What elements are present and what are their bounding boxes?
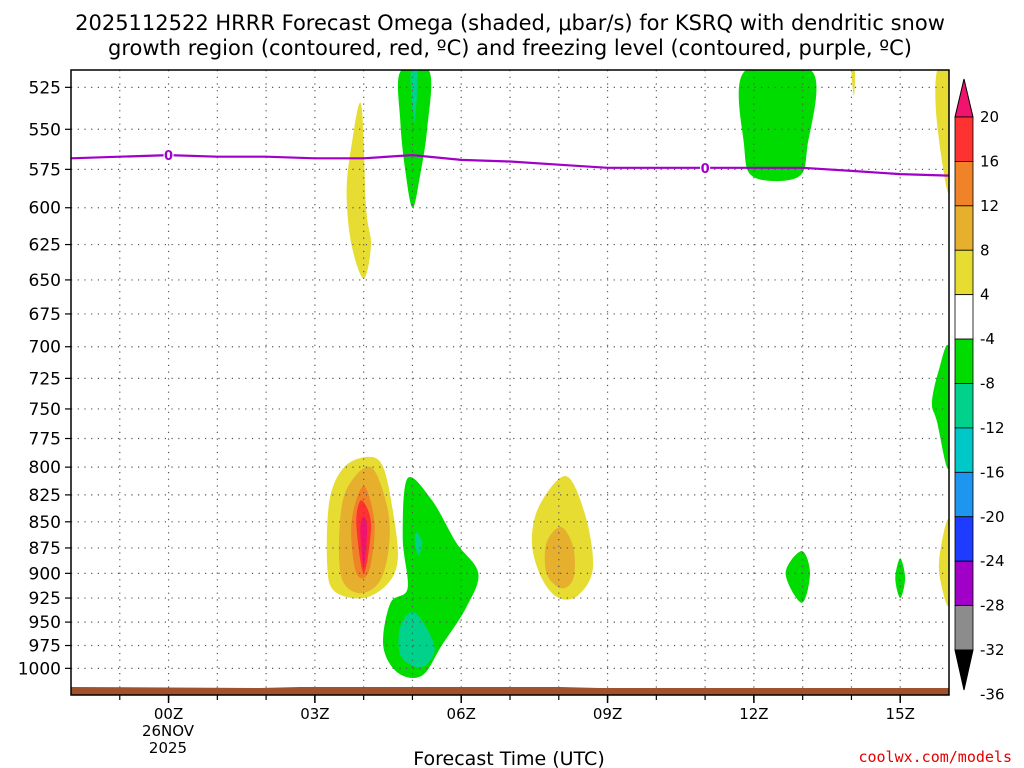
colorbar-segment bbox=[954, 516, 974, 562]
freezing-level-layer: 00 bbox=[71, 148, 949, 177]
colorbar-segment bbox=[954, 383, 974, 429]
colorbar-label: -28 bbox=[980, 597, 1005, 615]
y-tick-label: 700 bbox=[29, 338, 61, 358]
colorbar-segment bbox=[954, 294, 974, 340]
y-tick-label: 875 bbox=[29, 539, 61, 559]
y-tick-label: 725 bbox=[29, 369, 61, 389]
freezing-label-bg bbox=[163, 148, 174, 163]
omega-teal-lower-05z bbox=[398, 612, 435, 668]
x-tick-label: 00Z bbox=[154, 705, 183, 723]
colorbar-segment bbox=[954, 605, 974, 651]
colorbar-top-arrow bbox=[954, 78, 974, 118]
omega-yellow-upper-04z bbox=[346, 102, 372, 279]
surface-band bbox=[71, 687, 949, 695]
colorbar-segment bbox=[954, 560, 974, 606]
omega-shading-layer bbox=[326, 70, 949, 678]
credit-text: coolwx.com/models bbox=[858, 748, 1012, 766]
colorbar-label: -20 bbox=[980, 508, 1005, 526]
y-tick-label: 625 bbox=[29, 236, 61, 256]
y-tick-label: 525 bbox=[29, 78, 61, 98]
omega-green-13z bbox=[785, 551, 810, 603]
y-tick-label: 925 bbox=[29, 589, 61, 609]
colorbar-segment bbox=[954, 471, 974, 518]
colorbar-label: -32 bbox=[980, 641, 1005, 659]
colorbar-segment bbox=[954, 116, 974, 162]
colorbar-label: -36 bbox=[980, 685, 1005, 703]
y-tick-label: 975 bbox=[29, 637, 61, 657]
colorbar-label: 12 bbox=[980, 197, 999, 215]
omega-green-upper-05z bbox=[397, 70, 432, 208]
x-tick-label: 09Z bbox=[593, 705, 622, 723]
colorbar-label: -12 bbox=[980, 419, 1005, 437]
omega-core-03z-pink bbox=[360, 516, 368, 567]
x-tick-label: 06Z bbox=[447, 705, 476, 723]
colorbar-label: 20 bbox=[980, 108, 999, 126]
colorbar-label: 8 bbox=[980, 241, 990, 259]
freezing-label-bg bbox=[700, 160, 711, 175]
plot-area bbox=[71, 70, 949, 695]
y-tick-label: 675 bbox=[29, 305, 61, 325]
date-label-day: 26NOV bbox=[142, 722, 195, 740]
colorbar-bottom-arrow bbox=[954, 649, 974, 691]
chart-title-line2: growth region (contoured, red, ºC) and f… bbox=[108, 36, 912, 60]
colorbar: 20 16 12 8 4 -4 -8 -12 -16 -20 -24 -28 -32 -36 bbox=[954, 78, 1005, 703]
omega-yellow-topright-16z bbox=[935, 70, 949, 194]
x-tick-label: 03Z bbox=[300, 705, 329, 723]
surface-layer bbox=[71, 687, 949, 695]
y-tick-label: 550 bbox=[29, 120, 61, 140]
colorbar-segment bbox=[954, 338, 974, 384]
y-tick-label: 1000 bbox=[18, 659, 61, 679]
omega-green-right-mid bbox=[931, 344, 949, 470]
colorbar-segment bbox=[954, 427, 974, 473]
colorbar-label: -4 bbox=[980, 330, 995, 348]
y-tick-label: 750 bbox=[29, 400, 61, 420]
omega-teal-upper-05z bbox=[410, 70, 418, 122]
x-tick-label: 12Z bbox=[739, 705, 768, 723]
colorbar-label: 4 bbox=[980, 286, 990, 304]
colorbar-label: -16 bbox=[980, 463, 1005, 481]
colorbar-segment bbox=[954, 205, 974, 251]
freezing-level-label: 0 bbox=[701, 162, 710, 177]
y-tick-label: 650 bbox=[29, 271, 61, 291]
omega-teal-small-05z bbox=[414, 532, 423, 556]
date-label-year: 2025 bbox=[149, 739, 187, 757]
y-tick-label: 775 bbox=[29, 430, 61, 450]
y-tick-label: 600 bbox=[29, 199, 61, 219]
colorbar-label: -24 bbox=[980, 552, 1005, 570]
y-tick-label: 850 bbox=[29, 513, 61, 533]
chart-title-line1: 2025112522 HRRR Forecast Omega (shaded, … bbox=[75, 11, 945, 35]
omega-yellow-lower-16z bbox=[938, 519, 949, 607]
colorbar-segment bbox=[954, 161, 974, 207]
x-axis: 00Z 03Z 06Z 09Z 12Z 15Z bbox=[119, 695, 915, 723]
x-tick-label: 15Z bbox=[886, 705, 915, 723]
y-tick-label: 575 bbox=[29, 160, 61, 180]
y-tick-label: 825 bbox=[29, 486, 61, 506]
x-axis-label: Forecast Time (UTC) bbox=[413, 748, 604, 768]
omega-green-15z bbox=[895, 558, 906, 599]
colorbar-segment bbox=[954, 249, 974, 296]
freezing-level-label: 0 bbox=[164, 149, 173, 164]
y-tick-label: 800 bbox=[29, 458, 61, 478]
omega-yellow-tick-14z bbox=[851, 70, 855, 96]
y-tick-label: 950 bbox=[29, 613, 61, 633]
y-axis: 525 550 575 600 625 650 675 700 725 750 775 800 825 8… bbox=[18, 78, 71, 679]
omega-green-upper-12z bbox=[738, 70, 817, 182]
colorbar-label: -8 bbox=[980, 375, 995, 393]
freezing-level-line bbox=[71, 154, 949, 177]
colorbar-label: 16 bbox=[980, 152, 999, 170]
y-tick-label: 900 bbox=[29, 564, 61, 584]
